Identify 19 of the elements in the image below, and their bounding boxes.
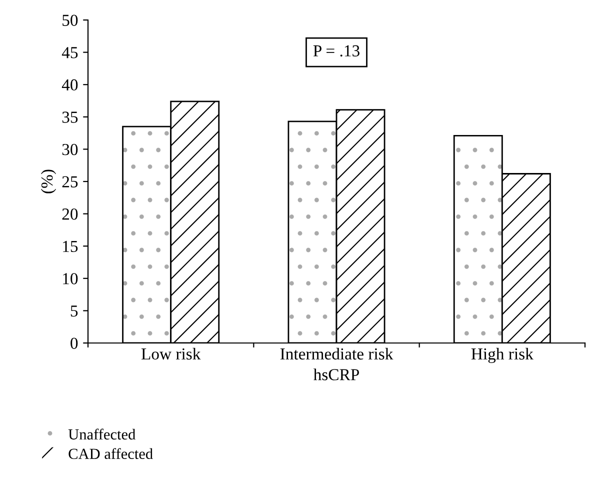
x-tick-label: Intermediate risk: [280, 348, 394, 360]
x-tick-label: Low risk: [141, 348, 201, 360]
y-tick-label: 45: [62, 47, 78, 58]
y-tick-label: 20: [62, 208, 78, 220]
y-tick-label: 50: [62, 14, 78, 26]
y-tick-label: 40: [62, 79, 78, 91]
annotation: P = .13: [313, 45, 360, 57]
y-tick-label: 25: [62, 176, 78, 188]
x-tick-label: High risk: [471, 348, 534, 364]
x-axis-title: hsCRP: [314, 368, 359, 380]
y-tick-label: 0: [70, 338, 78, 349]
y-tick-label: 35: [62, 112, 78, 123]
y-axis-title: (%): [40, 170, 56, 194]
y-tick-label: 15: [63, 240, 78, 252]
legend-label: CAD affected: [68, 448, 153, 460]
y-tick-label: 10: [63, 273, 78, 284]
legend-label: Unaffected: [68, 428, 136, 440]
y-tick-label: 5: [70, 306, 78, 317]
y-tick-label: 30: [62, 144, 78, 156]
